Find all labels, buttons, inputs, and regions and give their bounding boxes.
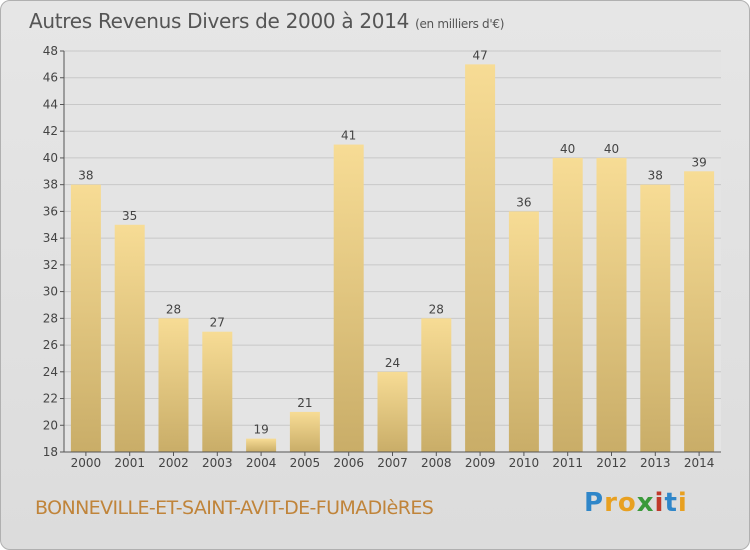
y-tick-label: 24 [43, 365, 58, 379]
y-tick-label: 20 [43, 418, 58, 432]
x-tick-label: 2000 [71, 456, 102, 470]
x-tick-label: 2002 [158, 456, 189, 470]
bar [333, 144, 364, 453]
x-tick-label: 2009 [465, 456, 496, 470]
bar [508, 211, 539, 452]
x-tick-label: 2010 [509, 456, 540, 470]
chart-unit: (en milliers d'€) [415, 17, 505, 31]
logo-letter: i [677, 488, 688, 518]
bar-value-label: 47 [472, 48, 487, 62]
y-tick-label: 28 [43, 311, 58, 325]
bar [158, 318, 189, 452]
bar-value-label: 36 [516, 195, 531, 209]
bar [202, 331, 233, 452]
logo-letter: P [584, 488, 605, 518]
bar [552, 157, 583, 452]
y-tick-label: 30 [43, 285, 58, 299]
logo-letter: t [664, 488, 678, 518]
x-tick-label: 2011 [552, 456, 583, 470]
bar [465, 64, 496, 452]
bar-value-label: 28 [166, 302, 181, 316]
bar-value-label: 38 [648, 169, 663, 183]
x-tick-label: 2014 [684, 456, 715, 470]
title-text: Autres Revenus Divers de 2000 à 2014 [29, 9, 410, 33]
logo-letter: i [654, 488, 665, 518]
x-tick-label: 2001 [114, 456, 145, 470]
bar-value-label: 27 [210, 316, 225, 330]
x-tick-label: 2005 [290, 456, 321, 470]
bar-value-label: 21 [297, 396, 312, 410]
logo-letter: x [636, 488, 655, 518]
bar-value-label: 41 [341, 129, 356, 143]
bar [70, 184, 101, 452]
y-tick-label: 22 [43, 392, 58, 406]
x-tick-label: 2006 [333, 456, 364, 470]
bar [377, 371, 408, 452]
bar [421, 318, 452, 452]
bar-value-label: 19 [253, 423, 268, 437]
logo-letter: o [617, 488, 637, 518]
y-tick-label: 48 [43, 44, 58, 58]
chart-title: Autres Revenus Divers de 2000 à 2014 (en … [29, 9, 504, 33]
logo-letter: r [604, 488, 618, 518]
proxiti-logo: Proxiti [584, 488, 688, 518]
y-tick-label: 26 [43, 338, 58, 352]
x-tick-label: 2007 [377, 456, 408, 470]
bar-value-label: 35 [122, 209, 137, 223]
bar [289, 411, 320, 452]
commune-name: BONNEVILLE-ET-SAINT-AVIT-DE-FUMADIèRES [35, 497, 434, 519]
y-tick-label: 40 [43, 151, 58, 165]
y-tick-label: 34 [43, 231, 58, 245]
y-tick-label: 46 [43, 71, 58, 85]
bar [596, 157, 627, 452]
x-tick-label: 2012 [596, 456, 627, 470]
y-tick-label: 38 [43, 178, 58, 192]
x-tick-label: 2003 [202, 456, 233, 470]
bar-value-label: 40 [604, 142, 619, 156]
bar-value-label: 39 [691, 155, 706, 169]
y-tick-label: 36 [43, 204, 58, 218]
y-tick-label: 42 [43, 124, 58, 138]
y-tick-label: 32 [43, 258, 58, 272]
bar-value-label: 38 [78, 169, 93, 183]
x-tick-label: 2013 [640, 456, 671, 470]
bar [684, 171, 715, 453]
bar-value-label: 28 [429, 302, 444, 316]
bar [114, 224, 145, 452]
bar-value-label: 24 [385, 356, 400, 370]
x-tick-label: 2008 [421, 456, 452, 470]
bar [246, 438, 277, 452]
bar-value-label: 40 [560, 142, 575, 156]
x-tick-label: 2004 [246, 456, 277, 470]
y-tick-label: 18 [43, 445, 58, 459]
bar [640, 184, 671, 452]
y-tick-label: 44 [43, 97, 58, 111]
